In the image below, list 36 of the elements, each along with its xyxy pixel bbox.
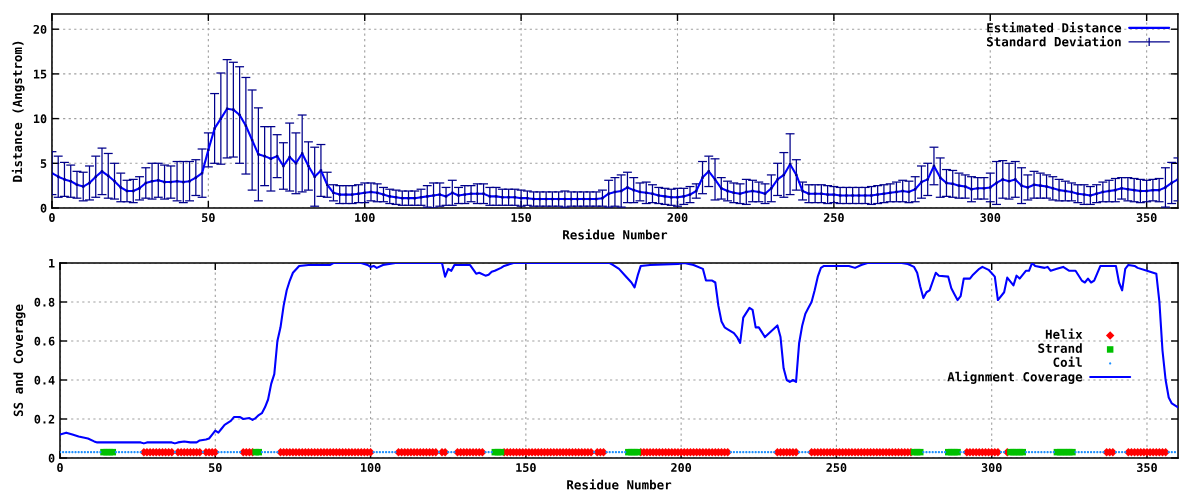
y-tick-label: 5 — [40, 159, 47, 168]
y-tick-label: 0.2 — [34, 414, 55, 424]
y-tick-label: 0.6 — [34, 336, 55, 346]
y-tick-label: 15 — [33, 69, 47, 79]
x-tick-label: 150 — [511, 213, 532, 222]
x-tick-label: 250 — [823, 213, 844, 222]
legend-label: Estimated Distance — [987, 22, 1122, 33]
legend-label: Strand — [1038, 343, 1082, 353]
legend-label: Standard Deviation — [987, 36, 1121, 47]
x-tick-label: 100 — [360, 463, 381, 472]
y-tick-label: 10 — [33, 114, 47, 124]
y-tick-label: 20 — [33, 24, 47, 34]
x-axis-title: Residue Number — [563, 229, 668, 240]
y-tick-label: 0 — [40, 203, 47, 213]
x-tick-label: 100 — [355, 213, 375, 222]
x-tick-label: 0 — [57, 463, 63, 472]
y-tick-label: 1 — [49, 258, 55, 268]
x-tick-label: 200 — [667, 213, 688, 222]
x-tick-label: 150 — [516, 463, 536, 472]
legend-label: Alignment Coverage — [947, 371, 1083, 384]
x-tick-label: 300 — [981, 463, 1002, 472]
y-axis-title: Distance (Angstrom) — [11, 41, 25, 182]
x-tick-label: 50 — [209, 463, 222, 472]
x-axis-title: Residue Number — [567, 479, 672, 490]
x-tick-label: 50 — [202, 213, 215, 222]
x-tick-label: 350 — [1136, 213, 1157, 222]
y-tick-label: 0.4 — [34, 375, 55, 385]
legend-label: Coil — [1053, 356, 1082, 367]
x-tick-label: 250 — [826, 463, 847, 472]
y-tick-label: 0 — [48, 453, 55, 463]
x-tick-label: 200 — [671, 463, 692, 472]
x-tick-label: 300 — [980, 213, 1001, 222]
x-tick-label: 350 — [1137, 463, 1157, 472]
y-tick-label: 0.8 — [34, 297, 55, 307]
legend-label: Helix — [1045, 328, 1083, 339]
y-axis-title: SS and Coverage — [13, 304, 26, 417]
